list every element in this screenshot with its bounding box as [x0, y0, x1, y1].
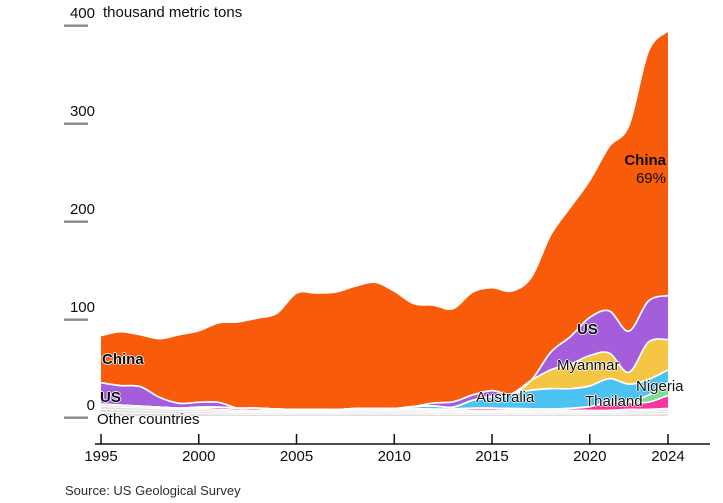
x-tick-label: 2000	[182, 448, 215, 465]
boundary-us	[100, 294, 669, 411]
x-tick-label: 2010	[378, 448, 411, 465]
area-label-other-countries: Other countries	[97, 411, 200, 428]
x-tick-label: 2024	[651, 448, 684, 465]
y-tick-mark	[64, 416, 88, 419]
annotation-china-share: China 69%	[624, 152, 666, 188]
area-label-nigeria: Nigeria	[636, 378, 684, 395]
y-tick-label: 0	[87, 397, 95, 414]
y-tick-label: 300	[70, 103, 95, 120]
boundary-other-countries-strand-3	[100, 405, 669, 412]
y-tick-label: 100	[70, 299, 95, 316]
y-tick-mark	[64, 122, 88, 125]
area-australia	[101, 369, 668, 410]
y-axis-unit-label: thousand metric tons	[103, 4, 243, 21]
x-tick-label: 2020	[573, 448, 606, 465]
area-china	[101, 30, 668, 410]
area-thailand	[101, 395, 668, 411]
area-label-china-left: China	[102, 351, 144, 368]
x-tick-label: 2005	[280, 448, 313, 465]
area-label-australia: Australia	[476, 389, 535, 406]
y-tick-mark	[64, 318, 88, 321]
area-us	[101, 295, 668, 410]
y-tick-mark	[64, 24, 88, 27]
boundary-other-countries-strand-2	[100, 408, 669, 414]
source-note: Source: US Geological Survey	[65, 483, 241, 498]
annotation-china-percent: 69%	[635, 170, 666, 187]
boundary-china	[100, 30, 669, 340]
area-myanmar	[101, 339, 668, 410]
annotation-china-name: China	[624, 152, 666, 169]
x-tick-label: 2015	[475, 448, 508, 465]
area-label-us-left: US	[100, 389, 121, 406]
y-tick-mark	[64, 220, 88, 223]
y-tick-label: 400	[70, 5, 95, 22]
x-tick-label: 1995	[84, 448, 117, 465]
axes: 0 100 200 300 400 1995 2000 2005 2010 2015 2020 202…	[64, 5, 710, 465]
area-label-myanmar: Myanmar	[557, 357, 620, 374]
area-other-countries-strand-3	[101, 406, 668, 413]
area-label-us-right: US	[577, 321, 598, 338]
boundary-other-countries-strand-1	[100, 411, 669, 415]
area-label-thailand: Thailand	[585, 393, 643, 410]
y-tick-label: 200	[70, 201, 95, 218]
